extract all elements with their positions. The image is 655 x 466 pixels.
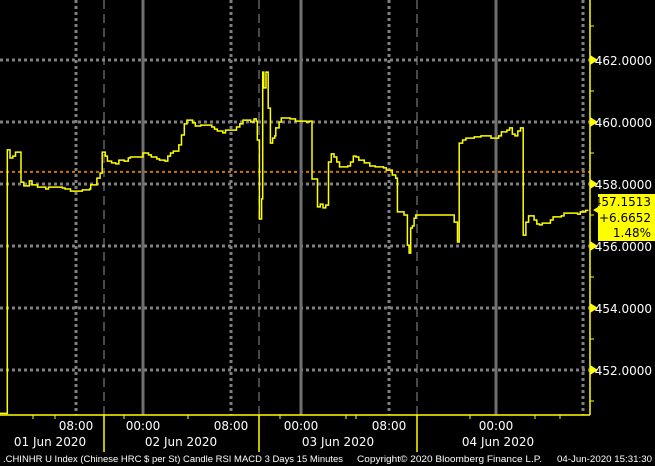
x-tick-label: 00:00 (126, 419, 161, 433)
chart-description: .CHINHR U Index (Chinese HRC $ per St) C… (3, 454, 344, 464)
axes: 452.0000 454.0000 456.0000 458.0000 460.0000… (0, 0, 652, 452)
y-tick-marker (590, 179, 598, 189)
last-price-box-bg (593, 194, 655, 241)
y-tick-marker (590, 365, 598, 375)
x-tick-label: 00:00 (284, 419, 319, 433)
y-tick-marker (590, 55, 598, 65)
y-tick-marker (590, 241, 598, 251)
y-tick-label: 458.0000 (595, 178, 652, 192)
x-tick-label: 08:00 (214, 419, 249, 433)
y-tick-label: 452.0000 (595, 364, 652, 378)
grid (0, 0, 590, 415)
x-date-label: 01 Jun 2020 (14, 435, 86, 449)
x-date-label: 04 Jun 2020 (462, 435, 534, 449)
x-date-label: 03 Jun 2020 (302, 435, 374, 449)
last-price: 457.1513 (594, 195, 651, 209)
y-tick-label: 454.0000 (595, 302, 652, 316)
x-date-label: 02 Jun 2020 (145, 435, 217, 449)
x-tick-label: 00:00 (479, 419, 514, 433)
y-tick-label: 462.0000 (595, 54, 652, 68)
y-tick-marker (590, 303, 598, 313)
y-tick-label: 460.0000 (595, 116, 652, 130)
copyright: Copyright© 2020 Bloomberg Finance L.P. (357, 454, 542, 464)
y-tick-marker (590, 117, 598, 127)
last-pct-change: 1.48% (613, 226, 651, 240)
x-tick-label: 08:00 (59, 419, 94, 433)
price-line (0, 71, 589, 415)
price-series (0, 71, 589, 415)
last-price-box: 457.1513 +6.6652 1.48% (593, 194, 655, 241)
y-tick-label: 456.0000 (595, 240, 652, 254)
last-change: +6.6652 (599, 211, 651, 225)
timestamp: 04-Jun-2020 15:31:30 (557, 454, 652, 464)
x-tick-label: 08:00 (372, 419, 407, 433)
